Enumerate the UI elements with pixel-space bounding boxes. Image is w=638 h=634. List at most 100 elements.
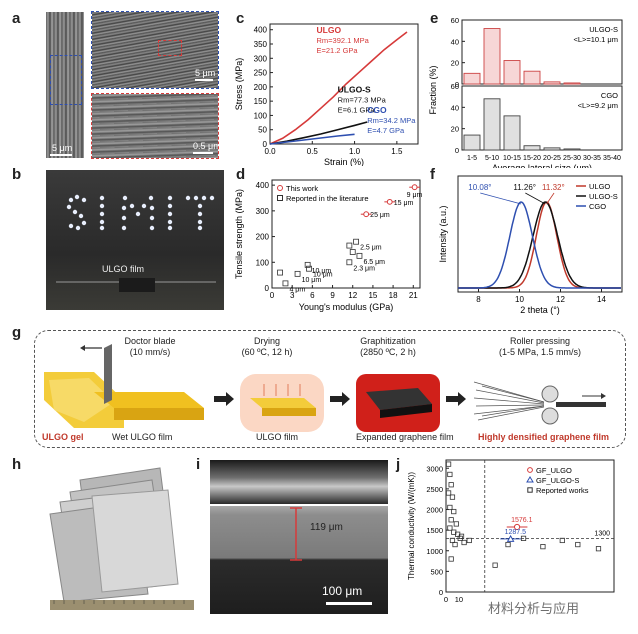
literature-point-label: 10 μm (302, 277, 322, 284)
plot-frame (457, 175, 623, 293)
graphene-film-photo (49, 467, 194, 610)
y-axis-label: Tensile strength (MPa) (234, 189, 244, 279)
y-tick-label: 2000 (426, 506, 443, 515)
this-work-point (363, 211, 370, 218)
x-tick-label: 18 (389, 291, 398, 300)
led-photo (46, 170, 224, 310)
series-annotation: Rm=392.1 MPa (317, 36, 370, 45)
series-name: ULGO-S (589, 25, 618, 34)
reported-point (448, 482, 454, 488)
reported-point (451, 508, 457, 515)
series-note: <L>=10.1 μm (573, 35, 618, 44)
ulgo-film-sample (119, 278, 155, 292)
step-3-text: Graphitization (2850 ºC, 2 h) (338, 336, 438, 358)
reported-point (458, 533, 465, 539)
literature-point-label: 6.5 μm (363, 259, 385, 266)
legend-marker-reported (527, 487, 533, 493)
x-tick-label: 6 (310, 291, 315, 300)
x-tick-label: 10 (515, 295, 524, 304)
panel-d-label: d (236, 166, 246, 183)
x-tick-label: 20-25 (543, 155, 561, 162)
y-tick-label: 2500 (426, 485, 443, 494)
literature-point-label: 4 μm (289, 286, 305, 293)
x-axis-label: 2 theta (°) (520, 305, 560, 315)
y-tick-label: 100 (254, 111, 268, 120)
bar-cgo (463, 134, 481, 151)
legend-marker-literature (277, 195, 283, 201)
x-tick-label: 10 (455, 595, 463, 604)
series-annotation: Rm=77.3 MPa (338, 96, 387, 105)
y-tick-label: 400 (256, 181, 270, 190)
x-tick-label: 0 (444, 595, 448, 604)
y-tick-label: 0 (263, 140, 268, 149)
highlight-label: 1576.1 (511, 517, 533, 524)
x-tick-label: 1-5 (467, 155, 477, 162)
legend-literature: Reported in the literature (286, 194, 369, 203)
x-tick-label: 25-30 (563, 155, 581, 162)
step-1-title: Doctor blade (124, 336, 176, 346)
bar-ulgo-s (563, 82, 581, 85)
reported-point (505, 541, 511, 548)
reported-point (453, 521, 459, 527)
reported-point (445, 461, 452, 467)
bar-cgo (503, 115, 521, 151)
reported-point (447, 504, 453, 511)
literature-point (356, 252, 363, 259)
legend-reported: Reported works (536, 486, 589, 495)
process-flow-diagram (44, 344, 606, 432)
series-annotation: Rm=34.2 MPa (367, 116, 416, 125)
stress-strain-chart: 0 50 100 150 200 250 300 350 400 0.0 0.5 1.0 1.5 Stra… (234, 23, 419, 166)
legend-label: ULGO (589, 182, 610, 191)
led-pattern (56, 194, 216, 292)
panel-g-label: g (12, 324, 22, 341)
reported-point (445, 490, 452, 496)
bar-cgo (523, 145, 541, 151)
reported-point (447, 471, 453, 478)
literature-point-label: 10 μm (313, 272, 333, 279)
wet-ulgo-film (94, 392, 204, 408)
peak-pointer (525, 192, 546, 205)
reported-point (449, 494, 456, 500)
reported-point (448, 517, 454, 523)
bar-ulgo-s (483, 28, 501, 85)
bar-ulgo-s (523, 70, 541, 85)
legend-marker-gf-ulgo-s (526, 476, 534, 483)
y-tick-label: 200 (256, 233, 270, 242)
reported-point (492, 562, 498, 568)
y-tick-label: 1000 (426, 547, 443, 556)
x-tick-label: 8 (476, 295, 481, 304)
y-tick-label: 3000 (426, 464, 443, 473)
caption-wet-film: Wet ULGO film (112, 432, 173, 442)
legend-gf-ulgo: GF_ULGO (536, 466, 572, 475)
reported-point (575, 541, 581, 548)
y-tick-label: 250 (254, 69, 268, 78)
bar-cgo (483, 98, 501, 151)
reported-point (461, 539, 467, 546)
reported-point (540, 544, 546, 550)
arrow-2 (330, 392, 350, 406)
y-tick-label: 200 (254, 83, 268, 92)
step-4-text: Roller pressing (1-5 MPa, 1.5 mm/s) (480, 336, 600, 358)
x-tick-label: 15 (368, 291, 377, 300)
legend-marker-gf-ulgo (527, 467, 533, 473)
caption-ulgo-gel: ULGO gel (42, 432, 84, 442)
legend-marker-this-work (277, 185, 283, 191)
series-annotation: E=6.1 GPa (338, 106, 376, 115)
peak-label: 11.26° (513, 183, 536, 192)
y-tick-label: 350 (254, 40, 268, 49)
x-tick-label: 3 (290, 291, 295, 300)
y-tick-label: 100 (256, 258, 270, 267)
y-tick-label: 1500 (426, 526, 443, 535)
plot-frame (269, 23, 419, 145)
scale-label-i: 100 μm (322, 584, 363, 598)
step-2-detail: (60 ºC, 12 h) (241, 347, 293, 357)
x-axis-label: Strain (%) (324, 157, 364, 166)
x-tick-label: 21 (409, 291, 418, 300)
series-name: CGO (601, 91, 618, 100)
expanded-graphene-film (366, 388, 432, 410)
step-1-detail: (10 mm/s) (129, 347, 171, 357)
thickness-label: 119 μm (310, 522, 343, 533)
this-work-label: 9 μm (407, 192, 423, 199)
arrow-1 (214, 392, 234, 406)
doctor-blade (104, 344, 112, 404)
